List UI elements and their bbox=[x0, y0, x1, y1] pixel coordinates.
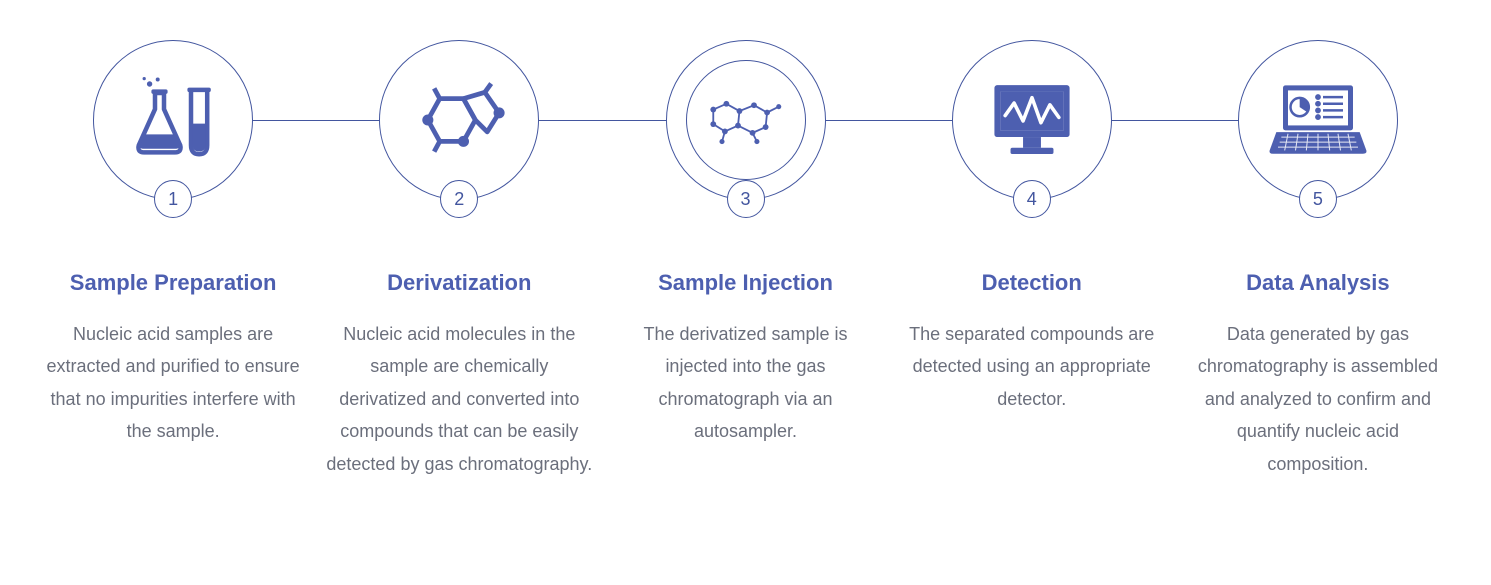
step-description: The derivatized sample is injected into … bbox=[602, 318, 888, 448]
step-description: Nucleic acid molecules in the sample are… bbox=[316, 318, 602, 480]
icon-wrap: 5 bbox=[1238, 40, 1398, 200]
step-number: 4 bbox=[1027, 189, 1037, 210]
process-flow-row: 1 Sample Preparation Nucleic acid sample… bbox=[30, 40, 1461, 480]
step-title: Derivatization bbox=[387, 270, 531, 296]
step-number: 1 bbox=[168, 189, 178, 210]
step-sample-injection: 3 Sample Injection The derivatized sampl… bbox=[602, 40, 888, 448]
icon-wrap: 3 bbox=[666, 40, 826, 200]
step-title: Sample Preparation bbox=[70, 270, 277, 296]
inner-circle bbox=[686, 60, 806, 180]
step-number: 3 bbox=[740, 189, 750, 210]
step-number-badge: 3 bbox=[727, 180, 765, 218]
molecule-network-icon bbox=[706, 93, 786, 148]
step-description: Data generated by gas chromatography is … bbox=[1175, 318, 1461, 480]
step-number: 5 bbox=[1313, 189, 1323, 210]
step-number: 2 bbox=[454, 189, 464, 210]
step-derivatization: 2 Derivatization Nucleic acid molecules … bbox=[316, 40, 602, 480]
icon-circle bbox=[379, 40, 539, 200]
step-description: Nucleic acid samples are extracted and p… bbox=[30, 318, 316, 448]
step-number-badge: 1 bbox=[154, 180, 192, 218]
laptop-chart-icon bbox=[1268, 80, 1368, 160]
icon-circle bbox=[1238, 40, 1398, 200]
icon-wrap: 4 bbox=[952, 40, 1112, 200]
icon-wrap: 1 bbox=[93, 40, 253, 200]
monitor-wave-icon bbox=[987, 78, 1077, 163]
step-number-badge: 4 bbox=[1013, 180, 1051, 218]
molecule-hex-icon bbox=[412, 80, 507, 160]
icon-circle bbox=[93, 40, 253, 200]
step-description: The separated compounds are detected usi… bbox=[889, 318, 1175, 415]
icon-circle bbox=[666, 40, 826, 200]
step-sample-preparation: 1 Sample Preparation Nucleic acid sample… bbox=[30, 40, 316, 448]
step-number-badge: 5 bbox=[1299, 180, 1337, 218]
step-detection: 4 Detection The separated compounds are … bbox=[889, 40, 1175, 415]
flask-tube-icon bbox=[128, 75, 218, 165]
icon-wrap: 2 bbox=[379, 40, 539, 200]
step-title: Sample Injection bbox=[658, 270, 833, 296]
icon-circle bbox=[952, 40, 1112, 200]
step-title: Data Analysis bbox=[1246, 270, 1389, 296]
step-title: Detection bbox=[982, 270, 1082, 296]
step-data-analysis: 5 Data Analysis Data generated by gas ch… bbox=[1175, 40, 1461, 480]
step-number-badge: 2 bbox=[440, 180, 478, 218]
